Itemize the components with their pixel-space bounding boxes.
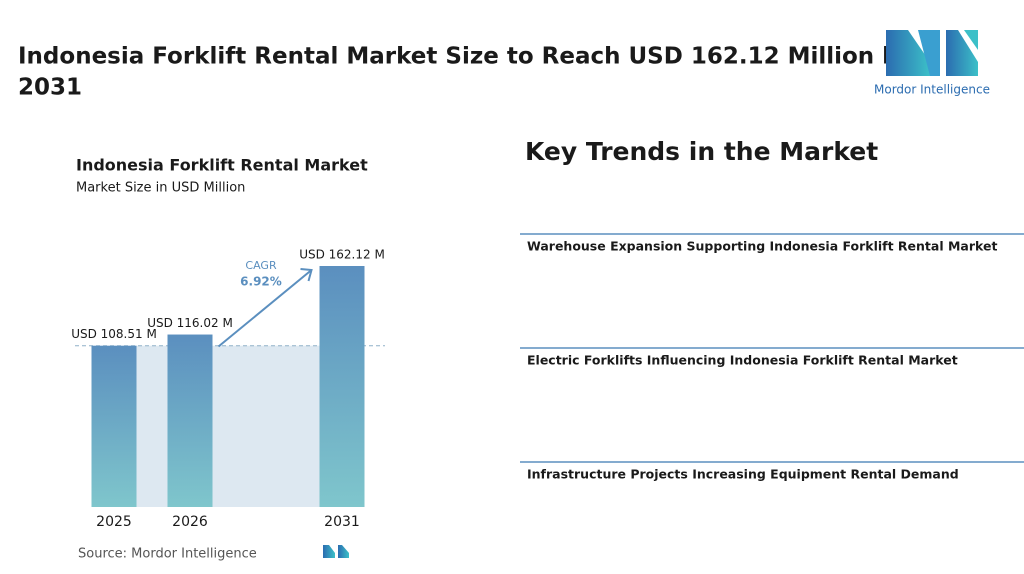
logo xyxy=(886,30,978,76)
cagr-value: 6.92% xyxy=(240,275,282,289)
small-logo xyxy=(323,545,349,558)
cagr-arrowhead xyxy=(300,268,313,282)
bar xyxy=(167,334,213,507)
value-label: USD 162.12 M xyxy=(299,248,385,262)
cagr-label: CAGR xyxy=(245,259,277,272)
x-tick-label: 2025 xyxy=(96,514,132,530)
x-tick-label: 2031 xyxy=(324,514,360,530)
value-label: USD 108.51 M xyxy=(71,327,157,341)
trend-item: Electric Forklifts Influencing Indonesia… xyxy=(527,353,958,368)
bar xyxy=(91,345,137,507)
trend-item: Warehouse Expansion Supporting Indonesia… xyxy=(527,239,997,254)
page-title: 2031 xyxy=(18,75,82,101)
chart-title: Indonesia Forklift Rental Market xyxy=(76,156,368,175)
value-label: USD 116.02 M xyxy=(147,316,233,330)
trends-list: Warehouse Expansion Supporting Indonesia… xyxy=(520,233,1024,482)
bar xyxy=(319,266,365,507)
x-tick-label: 2026 xyxy=(172,514,208,530)
baseline-area xyxy=(136,345,320,507)
logo-text: Mordor Intelligence xyxy=(874,83,990,97)
plot: USD 108.51 M 2025 USD 116.02 M 2026 USD 162.… xyxy=(71,248,385,530)
source: Source: Mordor Intelligence xyxy=(78,547,257,562)
chart-subtitle: Market Size in USD Million xyxy=(76,181,245,196)
trend-item: Infrastructure Projects Increasing Equip… xyxy=(527,467,959,482)
page-title: Indonesia Forklift Rental Market Size to… xyxy=(18,44,914,70)
trends-title: Key Trends in the Market xyxy=(525,137,878,166)
cagr-arrow xyxy=(217,269,313,348)
